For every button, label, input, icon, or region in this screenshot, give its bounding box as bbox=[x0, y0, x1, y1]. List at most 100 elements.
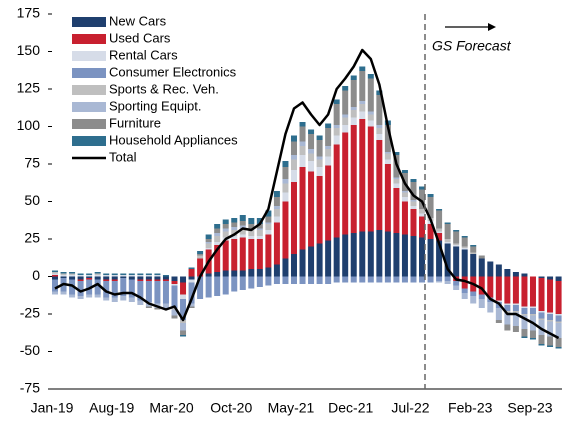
bar-segment bbox=[265, 210, 272, 217]
y-tick-label: 100 bbox=[17, 117, 41, 133]
bar-segment bbox=[111, 273, 118, 275]
legend-label: Rental Cars bbox=[109, 47, 178, 62]
bar-segment bbox=[427, 276, 434, 283]
bar-segment bbox=[504, 324, 511, 331]
bar-segment bbox=[308, 276, 315, 284]
x-tick-label: Jul-22 bbox=[391, 400, 429, 416]
bar-segment bbox=[145, 276, 152, 280]
bar-segment bbox=[410, 236, 417, 277]
bar-segment bbox=[495, 320, 502, 323]
bar-segment bbox=[290, 155, 297, 160]
bar-segment bbox=[555, 276, 562, 281]
bar-segment bbox=[256, 236, 263, 239]
bar-segment bbox=[273, 191, 280, 197]
bar-segment bbox=[308, 153, 315, 161]
bar-segment bbox=[111, 297, 118, 302]
bar-segment bbox=[504, 303, 511, 305]
x-tick-label: Feb-23 bbox=[448, 400, 493, 416]
bar-segment bbox=[512, 312, 519, 326]
y-tick-label: -25 bbox=[20, 305, 40, 321]
bar-segment bbox=[401, 192, 408, 197]
bar-segment bbox=[419, 186, 426, 190]
bar-segment bbox=[120, 275, 127, 277]
bar-segment bbox=[282, 192, 289, 202]
bar-segment bbox=[487, 261, 494, 277]
bar-segment bbox=[444, 281, 451, 284]
total-line bbox=[54, 48, 560, 340]
bar-segment bbox=[308, 134, 315, 149]
bar-segment bbox=[461, 249, 468, 277]
bar-segment bbox=[94, 272, 101, 274]
bar-segment bbox=[555, 338, 562, 347]
bar-segment bbox=[214, 224, 221, 229]
bar-segment bbox=[478, 258, 485, 277]
bar-segment bbox=[325, 149, 332, 157]
bar-segment bbox=[333, 237, 340, 277]
bar-segment bbox=[69, 275, 76, 277]
bar-segment bbox=[239, 228, 246, 235]
bar-segment bbox=[410, 201, 417, 206]
bar-segment bbox=[308, 161, 315, 172]
bar-segment bbox=[290, 135, 297, 142]
bar-segment bbox=[316, 167, 323, 176]
bar-segment bbox=[538, 312, 545, 319]
y-tick-label: 125 bbox=[17, 80, 41, 96]
bar-segment bbox=[77, 296, 84, 299]
bar-segment bbox=[529, 314, 536, 316]
bar-segment bbox=[137, 276, 144, 280]
bar-segment bbox=[512, 305, 519, 311]
bar-segment bbox=[504, 276, 511, 304]
bar-segment bbox=[231, 239, 238, 271]
bar-segment bbox=[299, 155, 306, 167]
bar-segment bbox=[333, 128, 340, 136]
bar-segment bbox=[154, 281, 161, 304]
bar-segment bbox=[419, 209, 426, 214]
bar-segment bbox=[282, 201, 289, 259]
bar-segment bbox=[384, 152, 391, 154]
bar-segment bbox=[154, 276, 161, 280]
bar-segment bbox=[154, 279, 161, 281]
bar-segment bbox=[222, 228, 229, 232]
bar-segment bbox=[273, 197, 280, 206]
bar-segment bbox=[69, 276, 76, 280]
bar-segment bbox=[427, 239, 434, 277]
bar-segment bbox=[384, 153, 391, 160]
bar-segment bbox=[419, 216, 426, 238]
bar-segment bbox=[290, 159, 297, 170]
bar-segment bbox=[350, 117, 357, 125]
bar-segment bbox=[401, 197, 408, 202]
bar-segment bbox=[265, 276, 272, 286]
bar-segment bbox=[333, 144, 340, 238]
bar-segment bbox=[461, 248, 468, 250]
bar-segment bbox=[470, 254, 477, 277]
bar-segment bbox=[359, 104, 366, 112]
x-tick-label: Dec-21 bbox=[328, 400, 373, 416]
bar-segment bbox=[529, 306, 536, 308]
bar-segment bbox=[231, 222, 238, 227]
bar-segment bbox=[137, 279, 144, 281]
bar-segment bbox=[239, 276, 246, 290]
bar-segment bbox=[427, 224, 434, 239]
bar-segment bbox=[282, 258, 289, 277]
bar-segment bbox=[162, 281, 169, 304]
bar-segment bbox=[367, 231, 374, 277]
bar-segment bbox=[77, 275, 84, 277]
bar-segment bbox=[197, 254, 204, 256]
bar-segment bbox=[282, 179, 289, 184]
bar-segment bbox=[453, 285, 460, 290]
bar-segment bbox=[453, 281, 460, 286]
y-tick-label: 175 bbox=[17, 5, 41, 21]
legend-swatch bbox=[72, 17, 106, 27]
bar-segment bbox=[521, 315, 528, 329]
bar-segment bbox=[393, 276, 400, 283]
bar-segment bbox=[60, 273, 67, 275]
y-tick-label: -75 bbox=[20, 380, 40, 396]
bar-segment bbox=[521, 276, 528, 307]
bar-segment bbox=[367, 126, 374, 232]
bar-segment bbox=[239, 270, 246, 277]
bar-segment bbox=[145, 273, 152, 275]
bar-segment bbox=[231, 276, 238, 292]
bar-segment bbox=[436, 228, 443, 232]
bar-segment bbox=[401, 201, 408, 235]
bar-segment bbox=[547, 336, 554, 346]
